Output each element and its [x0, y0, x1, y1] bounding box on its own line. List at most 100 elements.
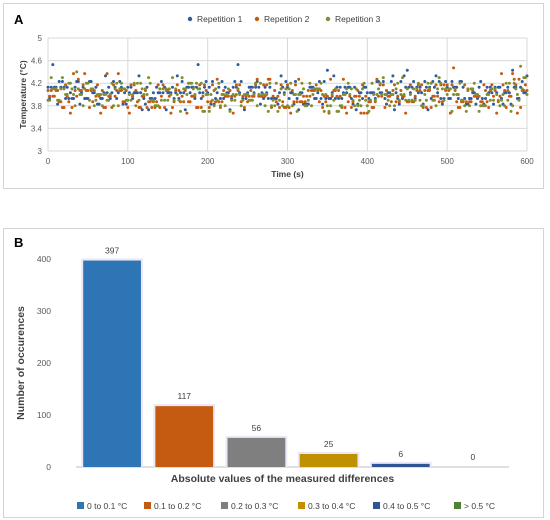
data-point-rep1 [220, 80, 224, 83]
data-point-rep3 [161, 87, 165, 91]
data-point-rep2 [308, 94, 312, 98]
data-point-rep3 [258, 81, 262, 85]
data-point-rep2 [492, 94, 495, 98]
y-axis-title: Number of occurences [15, 306, 27, 420]
data-point-rep1 [60, 80, 64, 83]
data-point-rep2 [116, 72, 120, 76]
data-point-rep1 [223, 85, 227, 89]
data-point-rep2 [436, 94, 440, 98]
data-point-rep2 [180, 94, 184, 98]
data-point-rep3 [126, 98, 130, 102]
data-point-rep3 [514, 87, 518, 91]
data-point-rep1 [274, 97, 278, 100]
y-tick-label: 4.2 [31, 79, 43, 88]
data-point-rep3 [119, 81, 123, 85]
data-point-rep2 [126, 106, 130, 109]
data-point-rep2 [72, 72, 75, 76]
data-point-rep3 [91, 87, 95, 91]
data-point-rep2 [335, 94, 339, 98]
data-point-rep3 [495, 93, 499, 96]
data-point-rep1 [56, 102, 60, 106]
data-point-rep3 [80, 93, 83, 96]
data-point-rep1 [476, 97, 479, 100]
panel-b: B 0 100 200 300 400 397 117 56 25 6 0 Number of occ… [3, 228, 544, 518]
data-point-rep3 [385, 93, 388, 96]
x-tick-label: 400 [361, 157, 375, 166]
legend-label-2: 0.1 to 0.2 °C [154, 501, 201, 511]
data-point-rep2 [450, 83, 454, 87]
data-point-rep2 [274, 100, 278, 104]
data-point-rep1 [424, 85, 428, 89]
data-point-rep2 [501, 83, 505, 87]
data-point-rep2 [306, 89, 310, 92]
data-point-rep3 [424, 98, 428, 102]
data-point-rep2 [139, 106, 143, 109]
data-point-rep1 [233, 80, 237, 83]
data-point-rep3 [255, 104, 259, 108]
data-point-rep2 [242, 106, 246, 109]
data-point-rep2 [498, 94, 502, 98]
data-point-rep3 [408, 93, 412, 96]
data-point-rep1 [104, 74, 107, 78]
data-point-rep3 [174, 87, 178, 91]
data-point-rep3 [193, 93, 197, 96]
data-point-rep1 [432, 85, 436, 89]
x-tick-label: 0 [46, 157, 51, 166]
data-point-rep3 [354, 87, 358, 91]
data-point-rep2 [268, 77, 272, 81]
data-point-rep1 [469, 97, 473, 100]
data-point-rep2 [81, 83, 85, 87]
data-point-rep3 [356, 104, 360, 108]
data-point-rep3 [132, 81, 136, 85]
data-point-rep1 [140, 108, 144, 112]
y-tick-label: 4.6 [31, 57, 43, 66]
data-point-rep2 [303, 100, 307, 104]
data-point-rep3 [107, 98, 111, 102]
data-point-rep3 [180, 76, 184, 80]
data-point-rep2 [394, 100, 398, 104]
data-point-rep2 [515, 111, 519, 115]
data-point-rep1 [204, 80, 208, 83]
data-point-rep2 [163, 106, 167, 109]
data-point-rep1 [506, 85, 510, 89]
data-point-rep1 [361, 97, 364, 100]
data-point-rep1 [159, 80, 163, 83]
data-point-rep2 [375, 77, 379, 81]
data-point-rep1 [137, 74, 141, 78]
data-point-rep2 [364, 94, 368, 98]
data-point-rep3 [308, 81, 312, 85]
data-point-rep1 [97, 102, 101, 106]
data-point-rep3 [501, 93, 505, 96]
data-point-rep1 [381, 80, 385, 83]
data-point-rep3 [442, 98, 446, 102]
data-point-rep3 [472, 81, 476, 85]
data-point-rep1 [258, 102, 262, 106]
y-tick-label: 200 [37, 358, 51, 368]
data-point-rep2 [490, 83, 494, 87]
data-point-rep1 [209, 102, 213, 106]
data-point-rep2 [423, 89, 427, 92]
data-point-rep1 [337, 97, 341, 100]
data-label-5: 6 [398, 449, 403, 459]
data-point-rep3 [282, 93, 286, 96]
data-point-rep1 [490, 91, 494, 95]
data-point-rep1 [158, 91, 162, 95]
data-point-rep3 [429, 81, 433, 85]
data-point-rep1 [182, 91, 186, 95]
data-point-rep3 [115, 81, 119, 85]
data-point-rep1 [511, 68, 515, 72]
data-point-rep3 [453, 87, 457, 91]
data-point-rep1 [461, 85, 465, 89]
data-point-rep3 [145, 93, 149, 96]
data-point-rep3 [511, 104, 515, 108]
data-point-rep3 [353, 104, 357, 108]
data-point-rep3 [238, 93, 242, 96]
legend-label-3: 0.2 to 0.3 °C [231, 501, 278, 511]
data-point-rep1 [385, 102, 388, 106]
data-point-rep3 [378, 81, 382, 85]
legend-label-1: 0 to 0.1 °C [87, 501, 127, 511]
data-point-rep3 [83, 87, 87, 91]
bar-1 [83, 260, 141, 467]
data-point-rep3 [345, 87, 349, 91]
data-point-rep1 [147, 108, 151, 112]
